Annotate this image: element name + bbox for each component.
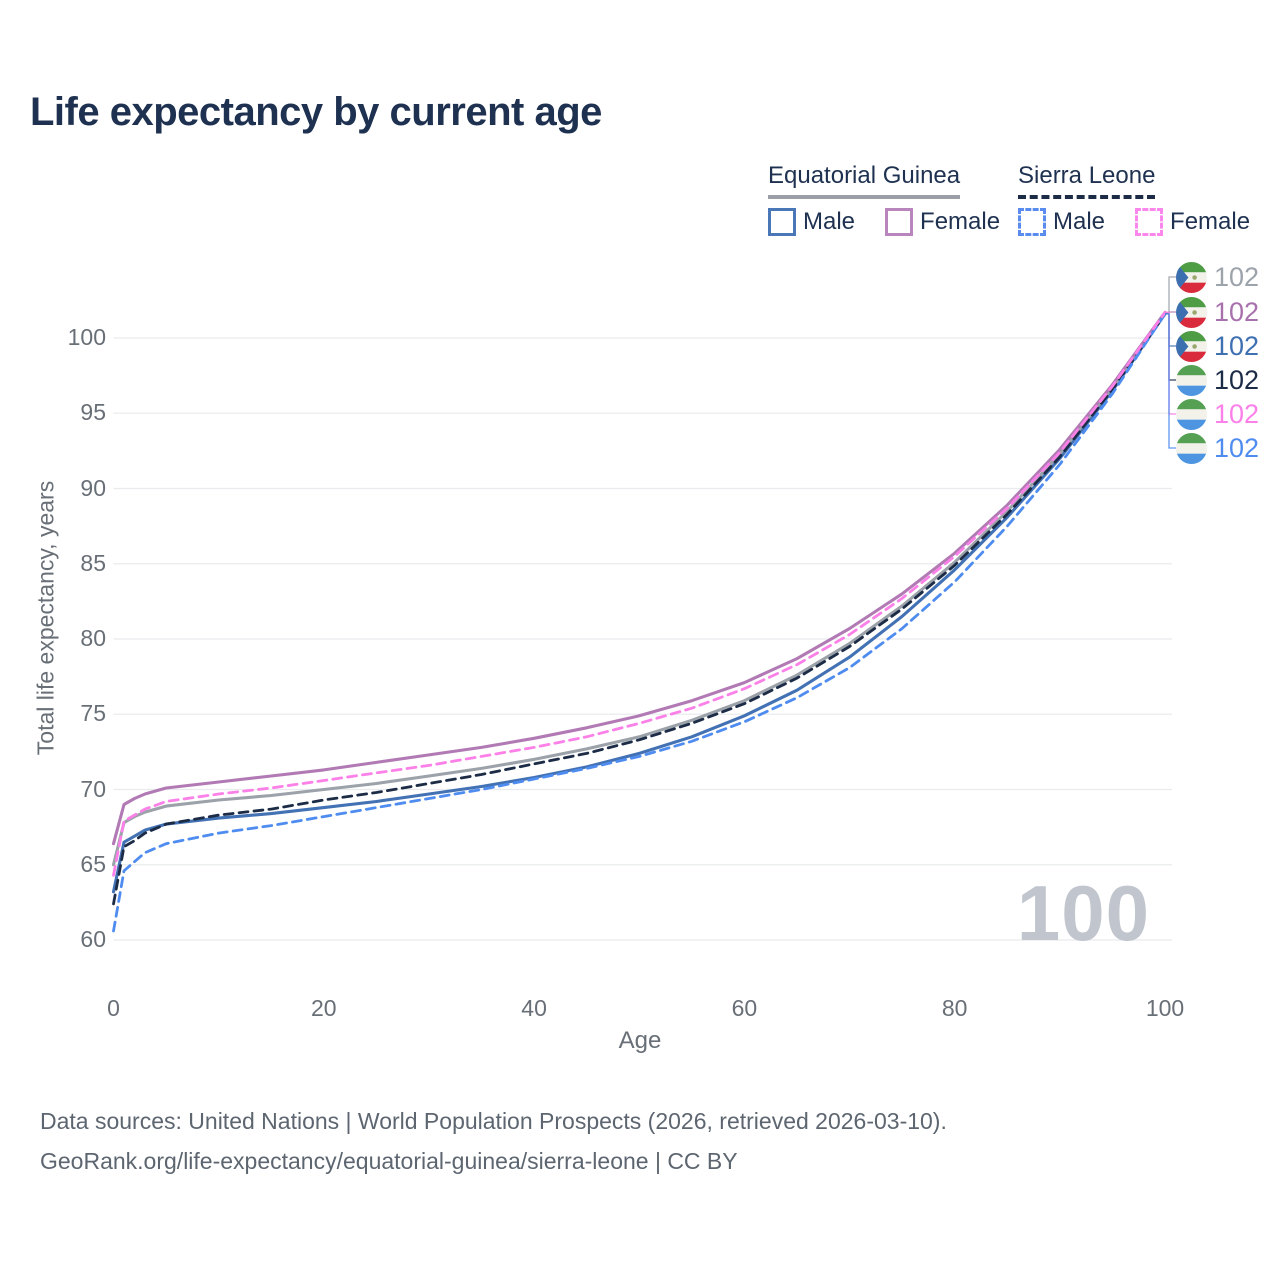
series-end-value: 102	[1214, 261, 1260, 292]
series-end-value: 102	[1214, 432, 1260, 463]
y-tick-label: 90	[80, 474, 106, 501]
legend-country-sierra-leone[interactable]: Sierra Leone	[1018, 162, 1156, 199]
legend-country-equatorial-guinea[interactable]: Equatorial Guinea	[768, 162, 961, 199]
end-label-leader	[1165, 276, 1176, 315]
y-tick-label: 100	[67, 324, 106, 350]
end-label-row: 102	[1176, 432, 1259, 464]
series-line-sierra-leone-male[interactable]	[112, 312, 1167, 933]
end-label-leader	[1165, 313, 1176, 381]
legend-item-eqg-male[interactable]: Male	[768, 208, 855, 236]
y-tick-label: 65	[80, 850, 106, 877]
sierra-leone-flag-icon	[1176, 364, 1207, 396]
end-label-row: 102	[1176, 296, 1259, 328]
equatorial-guinea-flag-icon	[1176, 261, 1207, 293]
age-counter-watermark: 100	[1016, 869, 1150, 957]
sl-female-swatch-icon	[1135, 208, 1164, 236]
legend-item-label: Male	[803, 208, 856, 235]
page-title: Life expectancy by current age	[30, 90, 602, 134]
legend-item-label: Male	[1053, 208, 1106, 235]
end-label-row: 102	[1176, 330, 1259, 362]
sierra-leone-flag-icon	[1176, 432, 1207, 464]
data-source-line: Data sources: United Nations | World Pop…	[40, 1108, 947, 1134]
legend-item-eqg-female[interactable]: Female	[885, 208, 1000, 236]
x-tick-label: 0	[107, 995, 120, 1021]
x-tick-label: 100	[1145, 995, 1185, 1021]
legend-group-sierra-leone: Sierra Leone Male Female	[1018, 162, 1250, 236]
series-end-value: 102	[1214, 330, 1260, 361]
equatorial-guinea-flag-icon	[1176, 296, 1207, 328]
end-label-leader	[1165, 311, 1176, 415]
x-tick-label: 40	[521, 995, 547, 1021]
y-tick-label: 85	[80, 549, 106, 576]
end-label-row: 102	[1176, 398, 1259, 430]
legend-item-sl-female[interactable]: Female	[1135, 208, 1250, 236]
line-chart	[111, 276, 1176, 941]
equatorial-guinea-flag-icon	[1176, 330, 1207, 362]
series-end-value: 102	[1214, 296, 1260, 327]
x-tick-label: 80	[941, 995, 968, 1021]
y-tick-label: 75	[80, 700, 106, 727]
series-line-equatorial-guinea-both[interactable]	[111, 312, 1167, 867]
series-line-sierra-leone-both[interactable]	[112, 312, 1167, 906]
series-line-equatorial-guinea-male[interactable]	[111, 312, 1167, 894]
x-tick-label: 60	[731, 995, 758, 1021]
x-tick-label: 20	[311, 995, 337, 1021]
series-end-value: 102	[1214, 398, 1260, 429]
end-label-leader	[1165, 313, 1176, 347]
sl-male-swatch-icon	[1018, 208, 1046, 236]
sierra-leone-flag-icon	[1176, 398, 1207, 430]
legend-item-label: Female	[920, 208, 1001, 235]
end-label-row: 102	[1176, 364, 1259, 396]
series-end-value: 102	[1214, 364, 1260, 395]
eqg-female-swatch-icon	[885, 208, 914, 236]
y-tick-label: 60	[80, 926, 106, 952]
legend-group-equatorial-guinea: Equatorial Guinea Male Female	[768, 162, 1000, 236]
y-tick-label: 70	[80, 775, 106, 802]
series-line-sierra-leone-female[interactable]	[112, 310, 1167, 877]
x-axis-title: Age	[618, 1027, 662, 1054]
end-label-row: 102	[1176, 261, 1259, 293]
attribution-line: GeoRank.org/life-expectancy/equatorial-g…	[40, 1148, 738, 1174]
end-label-leader	[1165, 313, 1176, 449]
y-tick-label: 95	[80, 399, 106, 426]
legend-item-sl-male[interactable]: Male	[1018, 208, 1105, 236]
y-tick-label: 80	[80, 625, 106, 651]
series-line-equatorial-guinea-female[interactable]	[111, 310, 1167, 846]
eqg-male-swatch-icon	[768, 208, 796, 236]
legend-item-label: Female	[1170, 208, 1251, 235]
